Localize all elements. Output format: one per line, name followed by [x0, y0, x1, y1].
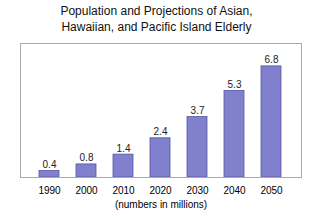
html-text:Hawaiian, and Pacific Island E: Hawaiian, and Pacific Island Elderly	[61, 19, 252, 34]
svg-text:2010: 2010	[112, 185, 135, 196]
svg-text:2.4: 2.4	[154, 126, 168, 137]
svg-text:2000: 2000	[75, 185, 98, 196]
svg-text:1.4: 1.4	[117, 143, 131, 154]
svg-text:2050: 2050	[260, 185, 283, 196]
html-text:Population and Projections of: Population and Projections of Asian,	[60, 4, 253, 18]
svg-text:2040: 2040	[223, 185, 246, 196]
svg-text:1990: 1990	[38, 185, 61, 196]
svg-text:(numbers in millions): (numbers in millions)	[115, 199, 207, 210]
svg-text:2020: 2020	[149, 185, 172, 196]
svg-text:0.8: 0.8	[80, 153, 94, 164]
svg-text:5.3: 5.3	[228, 79, 242, 90]
svg-text:6.8: 6.8	[265, 55, 279, 66]
svg-text:0.4: 0.4	[43, 159, 57, 170]
svg-text:2030: 2030	[186, 185, 209, 196]
svg-text:3.7: 3.7	[191, 105, 205, 116]
